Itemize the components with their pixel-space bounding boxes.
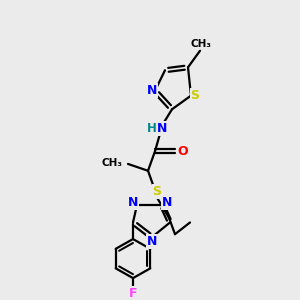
Text: S: S [190,89,200,102]
Text: N: N [147,84,157,97]
Text: N: N [128,196,138,209]
Text: O: O [178,145,188,158]
Text: S: S [152,185,161,198]
Text: N: N [162,196,172,209]
Text: N: N [157,122,167,135]
Text: N: N [147,236,157,248]
Text: CH₃: CH₃ [101,158,122,168]
Text: H: H [147,122,157,135]
Text: CH₃: CH₃ [190,39,212,49]
Text: F: F [129,287,137,300]
